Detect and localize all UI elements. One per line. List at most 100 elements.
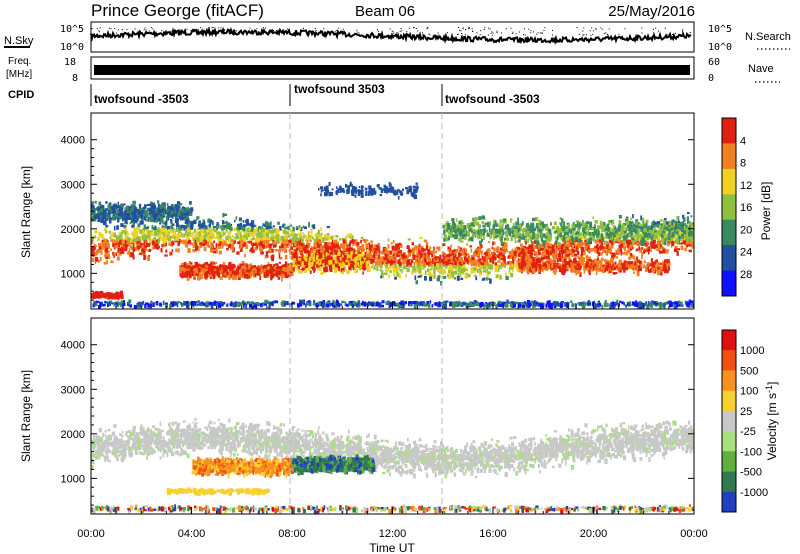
- scatter-cell: [228, 268, 232, 272]
- scatter-cell: [401, 269, 403, 274]
- scatter-cell: [402, 260, 406, 265]
- scatter-cell: [310, 266, 313, 269]
- scatter-cell: [517, 267, 519, 272]
- scatter-cell: [197, 223, 202, 227]
- scatter-cell: [393, 271, 396, 277]
- scatter-cell: [366, 239, 369, 242]
- scatter-cell: [106, 247, 108, 251]
- scatter-cell: [305, 263, 309, 268]
- scatter-cell: [208, 223, 211, 228]
- scatter-cell: [178, 203, 181, 209]
- scatter-cell: [124, 245, 128, 250]
- scatter-cell: [105, 229, 108, 234]
- scatter-cell: [619, 235, 623, 239]
- scatter-cell: [216, 231, 219, 236]
- scatter-cell: [527, 249, 531, 255]
- scatter-cell: [483, 256, 487, 259]
- nsky-dot: [152, 28, 154, 30]
- scatter-cell: [293, 233, 297, 238]
- scatter-cell: [164, 254, 168, 257]
- scatter-cell: [334, 249, 338, 255]
- nsky-dot: [682, 31, 684, 33]
- scatter-cell: [230, 265, 232, 269]
- station-title: Prince George (fitACF): [91, 1, 264, 20]
- scatter-cell: [518, 248, 521, 252]
- scatter-cell: [273, 271, 276, 274]
- nsky-dot: [256, 28, 258, 30]
- nsky-dot: [457, 34, 459, 35]
- scatter-cell: [228, 269, 232, 275]
- scatter-cell: [408, 265, 411, 268]
- scatter-cell: [360, 239, 363, 244]
- scatter-cell: [457, 272, 460, 278]
- scatter-cell: [238, 223, 241, 228]
- scatter-cell: [282, 267, 285, 271]
- scatter-cell: [194, 242, 198, 248]
- scatter-cell: [262, 232, 266, 236]
- scatter-cell: [516, 240, 519, 243]
- scatter-cell: [516, 265, 518, 271]
- scatter-cell: [183, 212, 185, 217]
- scatter-cell: [193, 228, 196, 233]
- scatter-cell: [486, 277, 488, 281]
- scatter-cell: [266, 272, 270, 277]
- scatter-cell: [97, 217, 101, 222]
- scatter-cell: [424, 252, 426, 256]
- scatter-cell: [512, 267, 514, 272]
- scatter-cell: [367, 268, 371, 273]
- scatter-cell: [531, 256, 534, 262]
- scatter-cell: [204, 242, 208, 245]
- scatter-cell: [528, 244, 532, 250]
- scatter-cell: [124, 218, 128, 224]
- scatter-cell: [112, 251, 115, 256]
- scatter-cell: [245, 243, 248, 247]
- scatter-cell: [390, 258, 392, 264]
- nsky-dot: [356, 31, 358, 33]
- scatter-cell: [312, 258, 315, 261]
- scatter-cell: [517, 250, 521, 255]
- scatter-cell: [399, 244, 403, 248]
- scatter-cell: [565, 256, 568, 259]
- scatter-cell: [208, 229, 210, 232]
- nsky-dot: [658, 30, 660, 32]
- scatter-cell: [190, 220, 194, 226]
- scatter-cell: [320, 246, 323, 250]
- nsky-dot: [193, 28, 195, 30]
- scatter-cell: [149, 230, 153, 233]
- scatter-cell: [160, 247, 163, 253]
- scatter-cell: [138, 237, 141, 241]
- scatter-cell: [260, 265, 263, 270]
- scatter-cell: [175, 237, 179, 241]
- scatter-cell: [119, 205, 122, 210]
- scatter-cell: [163, 225, 166, 230]
- scatter-cell: [238, 273, 242, 278]
- scatter-cell: [141, 248, 145, 253]
- scatter-cell: [326, 235, 330, 239]
- scatter-cell: [531, 244, 535, 247]
- scatter-cell: [654, 237, 658, 241]
- scatter-cell: [287, 266, 291, 270]
- scatter-cell: [151, 224, 154, 230]
- scatter-cell: [139, 242, 144, 247]
- nsky-dot: [400, 28, 402, 29]
- scatter-cell: [286, 268, 290, 274]
- scatter-cell: [313, 252, 316, 257]
- nsky-dot: [653, 32, 654, 34]
- scatter-cell: [429, 246, 432, 250]
- scatter-cell: [580, 242, 584, 247]
- nsky-dot: [595, 29, 597, 31]
- scatter-cell: [204, 268, 208, 271]
- scatter-cell: [116, 205, 121, 209]
- scatter-cell: [219, 231, 221, 237]
- scatter-cell: [483, 277, 486, 281]
- scatter-cell: [246, 218, 249, 222]
- scatter-cell: [486, 274, 489, 277]
- scatter-cell: [187, 233, 190, 237]
- scatter-cell: [303, 263, 307, 266]
- scatter-cell: [125, 230, 129, 234]
- scatter-cell: [117, 235, 121, 240]
- scatter-cell: [577, 255, 579, 259]
- scatter-cell: [481, 278, 484, 281]
- scatter-cell: [563, 256, 566, 259]
- scatter-cell: [622, 245, 626, 250]
